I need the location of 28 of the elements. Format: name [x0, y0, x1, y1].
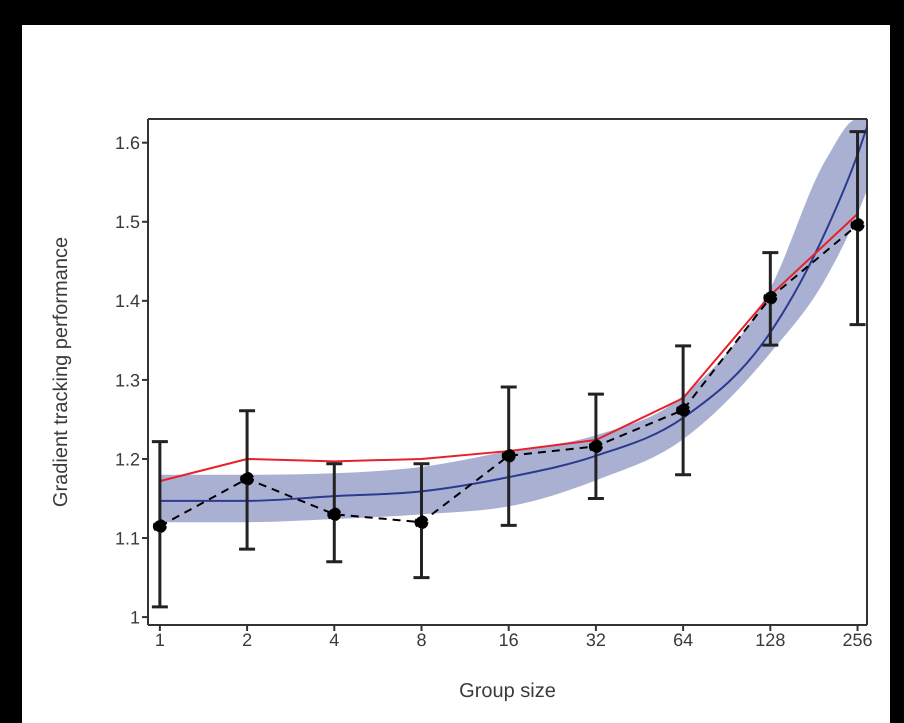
x-tick-label: 4: [329, 630, 340, 650]
point: [502, 448, 516, 463]
x-tick-label: 16: [498, 630, 519, 650]
point: [676, 402, 690, 417]
y-tick-label: 1.3: [114, 370, 140, 390]
x-tick-label: 8: [416, 630, 426, 650]
point: [763, 290, 778, 305]
y-tick-label: 1.5: [114, 212, 140, 232]
x-tick-label: 1: [154, 630, 165, 650]
y-tick-label: 1: [130, 607, 140, 628]
point: [152, 519, 167, 534]
x-tick-label: 128: [755, 630, 786, 650]
y-tick-label: 1.2: [114, 449, 140, 470]
x-tick-label: 32: [586, 630, 606, 650]
point: [588, 439, 603, 454]
y-tick-label: 1.4: [114, 291, 140, 312]
y-tick-label: 1.1: [114, 528, 140, 548]
point: [850, 218, 865, 232]
point: [414, 515, 428, 530]
x-tick-label: 64: [673, 630, 694, 650]
x-tick-label: 2: [242, 630, 252, 650]
point: [240, 472, 254, 486]
x-axis-title: Group size: [459, 680, 556, 702]
point: [327, 507, 342, 522]
y-axis-title: Gradient tracking performance: [50, 236, 72, 508]
y-tick-label: 1.6: [114, 133, 140, 154]
x-tick-label: 256: [842, 630, 873, 650]
line-series: [158, 212, 859, 482]
